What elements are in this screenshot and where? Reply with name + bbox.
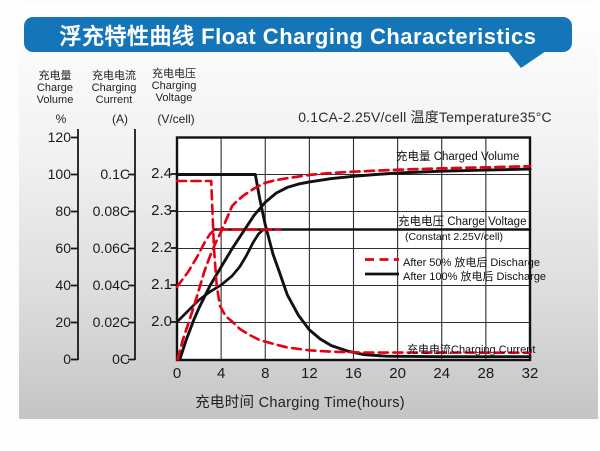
- charged-volume-label: 充电量 Charged Volume: [396, 151, 520, 163]
- current-axis-header-cn: 充电电流: [92, 70, 136, 82]
- voltage-axis-header: 充电电压 Charging Voltage: [145, 68, 203, 104]
- x-tick-label: 24: [433, 365, 451, 382]
- current-axis-header-en2: Current: [95, 94, 133, 106]
- volume-axis-header-cn: 充电量: [38, 70, 72, 82]
- legend-after-50-label: After 50% 放电后 Discharge: [403, 256, 540, 269]
- plot-border: [175, 136, 532, 362]
- current-tick-label: 0.06C: [92, 240, 130, 256]
- charging-current-label: 充电电流Charging Current: [407, 344, 536, 356]
- curve-black-current-after-100-discharge: [175, 173, 532, 359]
- current-tick-label: 0.08C: [92, 203, 130, 219]
- curve-red-current-after-50-discharge: [175, 179, 532, 354]
- x-tick-label: 4: [216, 365, 226, 382]
- volume-tick-label: 60: [55, 240, 71, 256]
- current-tick-label: 0.02C: [92, 314, 130, 330]
- volume-tick-label: 120: [47, 129, 71, 145]
- banner-tail: [506, 49, 549, 68]
- x-tick-label: 12: [301, 365, 318, 382]
- current-axis-header: 充电电流 Charging Current: [86, 70, 142, 106]
- current-axis-header-en1: Charging: [91, 82, 137, 94]
- current-tick-label: 0.04C: [92, 277, 130, 293]
- curve-black-volume-after-100-discharge: [178, 167, 532, 361]
- test-condition-label: 0.1CA-2.25V/cell 温度Temperature35°C: [298, 109, 552, 125]
- x-axis-title: 充电时间 Charging Time(hours): [195, 395, 405, 411]
- x-tick-label: 0: [172, 365, 182, 382]
- curve-black-voltage-after-100-discharge: [175, 228, 269, 324]
- volume-axis-header: 充电量 Charge Volume: [28, 70, 82, 106]
- volume-axis-unit: %: [55, 112, 67, 126]
- x-tick-label: 32: [521, 365, 539, 382]
- volume-tick-label: 0: [63, 351, 71, 367]
- charge-voltage-sublabel: (Constant 2.25V/cell): [404, 230, 504, 243]
- voltage-axis-header-en2: Voltage: [155, 92, 193, 104]
- volume-tick-label: 80: [55, 203, 71, 219]
- x-tick-label: 16: [345, 365, 362, 382]
- volume-tick-label: 100: [47, 166, 71, 182]
- data-curves: [175, 164, 532, 361]
- page-title: 浮充特性曲线 Float Charging Characteristics: [59, 23, 537, 49]
- current-tick-label: 0.1C: [100, 166, 130, 182]
- x-tick-label: 28: [477, 365, 495, 382]
- charge-voltage-label: 充电电压 Charge Voltage: [398, 216, 527, 228]
- voltage-axis-unit: (V/cell): [157, 112, 195, 126]
- title-banner: 浮充特性曲线 Float Charging Characteristics: [24, 17, 572, 52]
- voltage-tick-label: 2.3: [151, 202, 172, 219]
- outer-axes: [77, 129, 136, 360]
- x-tick-label: 20: [389, 365, 406, 382]
- voltage-tick-label: 2.2: [151, 239, 172, 256]
- voltage-axis-header-en1: Charging: [151, 80, 197, 92]
- curve-red-voltage-after-50-discharge: [175, 228, 281, 289]
- volume-axis-header-en1: Charge: [36, 82, 74, 94]
- legend-after-100-label: After 100% 放电后 Discharge: [403, 271, 547, 283]
- voltage-tick-label: 2.0: [151, 313, 172, 330]
- voltage-tick-label: 2.4: [151, 165, 172, 182]
- voltage-axis-header-cn: 充电电压: [152, 68, 196, 80]
- voltage-tick-label: 2.1: [151, 276, 172, 293]
- x-tick-label: 8: [261, 365, 270, 382]
- curve-red-volume-after-50-discharge: [176, 164, 532, 361]
- volume-tick-label: 20: [55, 314, 71, 330]
- volume-tick-label: 40: [55, 277, 71, 293]
- volume-axis-header-en2: Volume: [36, 94, 74, 106]
- current-tick-label: 0C: [112, 351, 130, 367]
- current-axis-unit: (A): [112, 112, 128, 126]
